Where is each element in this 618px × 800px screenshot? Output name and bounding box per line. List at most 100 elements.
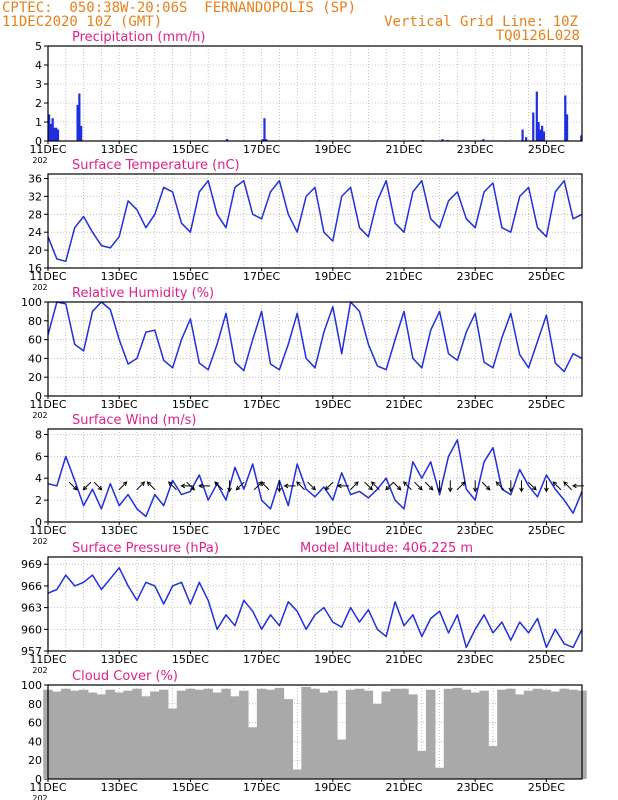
cloud-bar xyxy=(141,696,151,779)
cloud-bar xyxy=(550,691,561,779)
humidity-xtick-label: 25DEC xyxy=(528,398,565,411)
wind-arrow-head xyxy=(519,487,524,493)
wind-arrow-head xyxy=(447,487,453,493)
pressure-ytick-label: 963 xyxy=(21,602,42,615)
humidity-title: Relative Humidity (%) xyxy=(72,286,214,301)
wind-arrow xyxy=(527,481,537,491)
cloud-bar xyxy=(345,689,356,779)
cloud-bar xyxy=(408,694,418,779)
humidity-ytick-label: 40 xyxy=(28,352,42,365)
cloud-bar xyxy=(488,746,498,779)
cloud-xtick-label: 13DEC xyxy=(101,781,138,794)
cloud-bar xyxy=(506,688,516,779)
wind-arrow-head xyxy=(563,481,568,487)
wind-xtick-label: 11DEC xyxy=(29,524,66,537)
humidity-xtick-label: 23DEC xyxy=(457,398,494,411)
humidity-year-label: 202 xyxy=(32,411,47,420)
wind-year-label: 202 xyxy=(32,537,47,546)
model-id-label: TQ0126L028 xyxy=(495,28,580,44)
precip-bar xyxy=(55,127,58,141)
temperature-year-label: 202 xyxy=(32,283,47,292)
precip-bar xyxy=(525,137,528,141)
cloud-bar xyxy=(497,689,507,779)
precip-bar xyxy=(541,125,544,141)
precip-xtick-label: 11DEC xyxy=(29,143,66,156)
wind-arrow xyxy=(552,481,562,491)
wind-arrow xyxy=(307,481,316,491)
cloud-bar xyxy=(381,691,391,779)
temperature-ytick-label: 36 xyxy=(28,172,42,185)
precip-bar xyxy=(265,139,268,141)
humidity-xtick-label: 19DEC xyxy=(314,398,351,411)
pressure-xtick-label: 11DEC xyxy=(29,653,66,666)
wind-arrow-head xyxy=(324,485,330,491)
cloud-bar xyxy=(390,688,400,779)
wind-arrow xyxy=(495,481,505,491)
wind-title: Surface Wind (m/s) xyxy=(72,413,196,428)
cloud-bar xyxy=(336,739,347,779)
wind-arrow-head xyxy=(396,485,402,491)
wind-arrow-head xyxy=(460,481,466,487)
wind-arrow-head xyxy=(214,481,220,487)
cloud-bar xyxy=(470,692,480,779)
temperature-ytick-label: 16 xyxy=(28,262,42,275)
humidity-series-line xyxy=(47,301,583,373)
precip-bar xyxy=(580,135,583,141)
temperature-xtick-label: 11DEC xyxy=(29,270,66,283)
wind-xtick-label: 21DEC xyxy=(385,524,422,537)
pressure-xtick-label: 17DEC xyxy=(243,653,280,666)
cloud-bar xyxy=(292,769,302,779)
wind-arrow-head xyxy=(370,481,376,487)
run-date-label: 11DEC2020 10Z (GMT) xyxy=(2,14,163,30)
wind-ytick-label: 8 xyxy=(35,428,42,441)
wind-arrow-head xyxy=(235,485,241,491)
precip-bar xyxy=(539,129,542,141)
precip-bar xyxy=(48,114,51,141)
cloud-bar xyxy=(417,750,427,779)
wind-frame xyxy=(47,428,583,523)
temperature-xtick-label: 17DEC xyxy=(243,270,280,283)
humidity-xtick-label: 17DEC xyxy=(243,398,280,411)
wind-arrow xyxy=(136,481,145,491)
wind-xtick-label: 23DEC xyxy=(457,524,494,537)
cloud-ytick-label: 20 xyxy=(28,754,42,767)
temperature-ytick-label: 24 xyxy=(28,226,42,239)
cloud-bar xyxy=(425,689,436,779)
pressure-ytick-label: 957 xyxy=(21,645,42,658)
wind-arrow xyxy=(414,481,423,491)
wind-arrow-head xyxy=(168,481,173,487)
precip-ytick-label: 5 xyxy=(35,40,42,53)
precip-xtick-label: 15DEC xyxy=(172,143,209,156)
cloud-bar xyxy=(434,767,445,779)
cloud-bar xyxy=(452,687,463,779)
cloud-ytick-label: 0 xyxy=(35,773,42,786)
humidity-ytick-label: 20 xyxy=(28,371,42,384)
wind-arrow-head xyxy=(296,481,301,487)
wind-arrow xyxy=(82,481,92,491)
precip-title: Precipitation (mm/h) xyxy=(72,30,205,45)
cloud-frame xyxy=(47,684,583,780)
cloud-bar xyxy=(132,688,142,779)
precip-bar xyxy=(564,95,567,141)
humidity-xtick-label: 11DEC xyxy=(29,398,66,411)
humidity-frame xyxy=(47,301,583,397)
wind-arrow xyxy=(325,481,334,491)
precip-bar xyxy=(76,104,79,141)
wind-arrow-head xyxy=(97,485,103,491)
precip-xtick-label: 19DEC xyxy=(314,143,351,156)
wind-arrow xyxy=(481,481,491,491)
cloud-bar xyxy=(203,688,213,779)
wind-xtick-label: 19DEC xyxy=(314,524,351,537)
cloud-bar xyxy=(247,727,258,779)
pressure-ytick-label: 966 xyxy=(21,580,42,593)
cloud-xtick-label: 15DEC xyxy=(172,781,209,794)
wind-arrow xyxy=(260,481,270,491)
wind-arrow-head xyxy=(336,483,342,489)
temperature-xtick-label: 19DEC xyxy=(314,270,351,283)
wind-arrow xyxy=(186,481,195,491)
precip-bar xyxy=(53,127,56,141)
vertical-grid-label: Vertical Grid Line: 10Z xyxy=(384,14,578,30)
precip-bar xyxy=(51,118,54,141)
cloud-bar xyxy=(256,688,267,779)
